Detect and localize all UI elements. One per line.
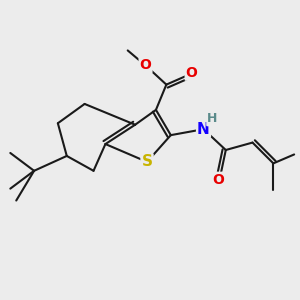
Text: H: H (207, 112, 218, 125)
Text: N: N (197, 122, 210, 137)
Text: O: O (212, 173, 224, 187)
Text: O: O (140, 58, 152, 72)
Text: S: S (142, 154, 152, 169)
Text: O: O (186, 66, 197, 80)
